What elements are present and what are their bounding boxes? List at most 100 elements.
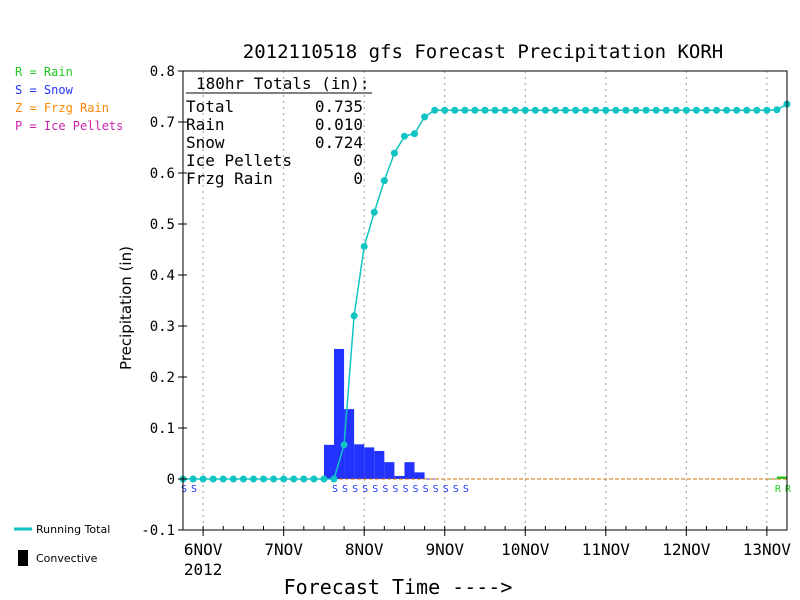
type-code-label: S: [382, 484, 388, 495]
legend-convective-label: Convective: [36, 552, 98, 565]
totals-row-value: 0.735: [315, 97, 363, 116]
plot-frame: [182, 70, 788, 531]
running-total-point: [441, 106, 449, 114]
running-total-point: [219, 475, 227, 483]
running-total-point: [491, 106, 499, 114]
running-total-point: [411, 130, 419, 138]
running-total-point: [582, 106, 590, 114]
y-tick-label: 0.1: [150, 421, 175, 437]
precip-bar: [334, 348, 345, 479]
legend-type-entry: Z = Frzg Rain: [15, 101, 109, 115]
running-total-series: [179, 100, 791, 483]
type-code-label: S: [362, 484, 368, 495]
type-code-label: S: [332, 484, 338, 495]
running-total-point: [652, 106, 660, 114]
running-total-point: [531, 106, 539, 114]
y-tick-label: 0.6: [150, 166, 175, 182]
running-total-point: [340, 441, 348, 449]
x-tick-sublabel: 2012: [184, 560, 223, 579]
legend-type-entry: R = Rain: [15, 65, 73, 79]
legend: R = Rain S = Snow Z = Frzg Rain P = Ice Pel…: [14, 65, 123, 566]
running-total-point: [229, 475, 237, 483]
precip-bar: [374, 450, 385, 479]
running-total-point: [350, 312, 358, 320]
grid-lines: [202, 71, 768, 530]
type-code-label: S: [413, 484, 419, 495]
running-total-point: [280, 475, 288, 483]
running-total-point: [602, 106, 610, 114]
legend-running-total-label: Running Total: [36, 523, 110, 536]
y-tick-label: 0: [167, 472, 175, 488]
type-code-label: S: [342, 484, 348, 495]
running-total-point: [702, 106, 710, 114]
type-code-label: S: [392, 484, 398, 495]
running-total-point: [270, 475, 278, 483]
precip-bar: [394, 475, 405, 479]
running-total-point: [310, 475, 318, 483]
running-total-point: [290, 475, 298, 483]
type-code-label: S: [423, 484, 429, 495]
legend-type-entry: S = Snow: [15, 83, 74, 97]
running-total-point: [300, 475, 308, 483]
type-code-label: S: [402, 484, 408, 495]
type-code-label: S: [352, 484, 358, 495]
running-total-point: [773, 106, 781, 114]
precip-bar: [414, 472, 425, 479]
type-code-label: S: [433, 484, 439, 495]
type-code-label: S: [181, 484, 187, 495]
totals-row-label: Ice Pellets: [186, 151, 292, 170]
running-total-point: [461, 106, 469, 114]
precip-bar: [364, 447, 375, 479]
running-total-point: [330, 475, 338, 483]
chart-title: 2012110518 gfs Forecast Precipitation KO…: [243, 41, 723, 63]
y-tick-label: 0.2: [150, 370, 175, 386]
y-tick-label: 0.8: [150, 64, 175, 80]
type-code-label: S: [372, 484, 378, 495]
running-total-point: [612, 106, 620, 114]
running-total-point: [551, 106, 559, 114]
precip-bar: [323, 444, 334, 479]
running-total-point: [189, 475, 197, 483]
running-total-point: [239, 475, 247, 483]
totals-row-label: Snow: [186, 133, 225, 152]
running-total-point: [662, 106, 670, 114]
y-tick-label: -0.1: [141, 523, 175, 539]
running-total-point: [541, 106, 549, 114]
x-tick-label: 12NOV: [662, 540, 711, 559]
precip-bar: [404, 462, 415, 479]
totals-row-value: 0: [353, 151, 363, 170]
running-total-point: [360, 242, 368, 250]
running-total-point: [481, 106, 489, 114]
running-total-point: [260, 475, 268, 483]
running-total-point: [471, 106, 479, 114]
x-tick-label: 13NOV: [743, 540, 792, 559]
totals-row-value: 0.010: [315, 115, 363, 134]
type-code-label: S: [453, 484, 459, 495]
running-total-point: [692, 106, 700, 114]
running-total-point: [622, 106, 630, 114]
type-code-label: R: [785, 484, 792, 495]
x-tick-label: 6NOV: [184, 540, 223, 559]
totals-row-label: Rain: [186, 115, 225, 134]
totals-title: 180hr Totals (in):: [196, 74, 369, 93]
running-total-point: [390, 149, 398, 157]
precip-bar: [384, 462, 395, 479]
running-total-point: [733, 106, 741, 114]
y-tick-label: 0.3: [150, 319, 175, 335]
totals-row-value: 0: [353, 169, 363, 188]
x-tick-label: 7NOV: [264, 540, 303, 559]
running-total-point: [572, 106, 580, 114]
running-total-point: [743, 106, 751, 114]
running-total-point: [209, 475, 217, 483]
running-total-point: [562, 106, 570, 114]
running-total-point: [199, 475, 207, 483]
precip-bar: [354, 444, 365, 479]
x-tick-label: 11NOV: [582, 540, 631, 559]
running-total-point: [682, 106, 690, 114]
x-tick-label: 8NOV: [345, 540, 384, 559]
precip-bar: [776, 476, 787, 479]
running-total-point: [521, 106, 529, 114]
